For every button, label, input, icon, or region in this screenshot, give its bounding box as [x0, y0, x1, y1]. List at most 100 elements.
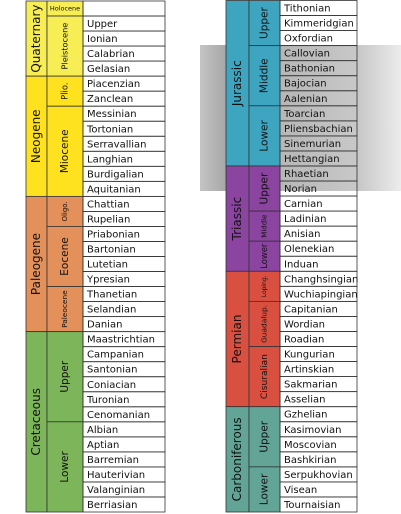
stage-label: Messinian — [87, 109, 137, 120]
stage-label: Artinskian — [284, 365, 334, 376]
stage-label: Selandian — [87, 305, 136, 316]
stage-label: Ypresian — [86, 275, 130, 286]
stage-label: Moscovian — [284, 440, 337, 451]
stage-label: Bajocian — [284, 79, 327, 90]
stage-label: Serravallian — [87, 139, 147, 150]
epoch-cell — [248, 240, 281, 272]
stage-label: Olenekian — [284, 244, 334, 255]
stage-label: Gelasian — [87, 64, 130, 75]
stage-label: Berriasian — [87, 500, 137, 511]
stage-label: Danian — [87, 320, 122, 331]
stage-label: Anisian — [284, 229, 320, 240]
stage-label: Changhsingian — [284, 274, 358, 285]
stage-label: Gzhelian — [284, 410, 328, 421]
stage-label: Valanginian — [87, 485, 145, 496]
stage-label: Barremian — [87, 455, 139, 466]
stage-label: Maastrichtian — [87, 335, 155, 346]
stage-label: Oxfordian — [284, 34, 333, 45]
stage-label: Pliensbachian — [284, 124, 353, 135]
stage-label: Langhian — [87, 154, 133, 165]
stage-label: Sakmarian — [284, 380, 338, 391]
stage-label: Bashkirian — [284, 455, 336, 466]
epoch-label: Upper — [259, 172, 271, 204]
epoch-cell — [46, 75, 84, 107]
stage-label: Tithonian — [283, 4, 331, 15]
stage-label: Turonian — [86, 395, 130, 406]
stage-label: Priabonian — [87, 229, 140, 240]
epoch-cell — [248, 300, 281, 347]
stage-label: Lutetian — [87, 260, 128, 271]
epoch-cell — [46, 105, 84, 197]
epoch-label: Loping. — [261, 275, 268, 297]
stage-label: Upper — [87, 19, 118, 30]
stage-label: Wordian — [284, 319, 325, 330]
epoch-cell — [248, 406, 281, 468]
epoch-label: Cisuralian — [260, 354, 270, 399]
stage-label: Wuchiapingian — [284, 289, 358, 300]
stage-label: Aquitanian — [87, 184, 141, 195]
stage-cell — [82, 0, 166, 17]
epoch-label: Upper — [59, 360, 71, 392]
epoch-label: Lower — [259, 119, 271, 151]
stage-label: Tournaisian — [283, 500, 341, 511]
stage-label: Thanetian — [86, 290, 137, 301]
stage-label: Asselian — [284, 395, 325, 406]
epoch-label: Oligo. — [61, 201, 69, 221]
stage-label: Bartonian — [87, 244, 136, 255]
stage-label: Sinemurian — [284, 139, 341, 150]
stage-label: Calabrian — [87, 49, 135, 60]
stage-label: Induan — [284, 259, 318, 270]
stage-label: Hettangian — [284, 154, 340, 165]
column: Jurassic Upper Tithonian Kimmeridgian Oxford… — [225, 0, 358, 513]
epoch-cell — [248, 0, 281, 47]
stage-label: Bathonian — [284, 64, 335, 75]
stage-label: Piacenzian — [87, 79, 140, 90]
epoch-cell — [46, 226, 84, 287]
epoch-label: Guadalup. — [260, 305, 269, 343]
stage-label: Santonian — [87, 365, 137, 376]
stage-label: Callovian — [284, 49, 330, 60]
stage-label: Coniacian — [87, 380, 136, 391]
period-label: Neogene — [29, 109, 43, 163]
epoch-label: Eocene — [59, 237, 71, 275]
epoch-label: Pleistocene — [60, 23, 70, 70]
stage-label: Kungurian — [284, 350, 335, 361]
epoch-label: Miocene — [59, 129, 71, 173]
stage-label: Visean — [284, 485, 317, 496]
stage-label: Norian — [284, 184, 317, 195]
stage-label: Tortonian — [86, 124, 133, 135]
epoch-cell — [248, 165, 281, 212]
epoch-cell — [248, 45, 281, 107]
stage-label: Cenomanian — [87, 410, 150, 421]
period-label: Jurassic — [230, 60, 244, 107]
stage-label: Kasimovian — [284, 425, 342, 436]
stage-label: Zanclean — [87, 94, 133, 105]
stage-label: Aptian — [87, 440, 119, 451]
epoch-label: Paleocene — [60, 290, 69, 328]
stage-label: Aalenian — [284, 94, 327, 105]
stage-cell — [279, 496, 358, 513]
stage-label: Serpukhovian — [284, 470, 353, 481]
epoch-label: Plio. — [60, 83, 70, 100]
stage-cell — [82, 496, 166, 513]
stage-label: Hauterivian — [87, 470, 145, 481]
stage-label: Roadian — [284, 334, 324, 345]
epoch-cell — [248, 210, 281, 242]
stage-label: Burdigalian — [87, 169, 144, 180]
stage-label: Chattian — [87, 199, 130, 210]
period-label: Quaternary — [29, 4, 43, 72]
stage-label: Capitanian — [284, 304, 338, 315]
stage-label: Albian — [87, 425, 118, 436]
stage-label: Ladinian — [284, 214, 326, 225]
epoch-cell — [46, 331, 84, 423]
epoch-label: Middle — [261, 215, 269, 238]
epoch-label: Holocene — [50, 5, 80, 13]
column: Quaternary Holocene Pleistocene Upper Ionian… — [25, 0, 166, 513]
epoch-cell — [46, 421, 84, 513]
stage-label: Rupelian — [87, 214, 130, 225]
stage-label: Toarcian — [283, 109, 325, 120]
stage-label: Ionian — [87, 34, 118, 45]
stage-label: Rhaetian — [284, 169, 329, 180]
epoch-cell — [248, 466, 281, 513]
